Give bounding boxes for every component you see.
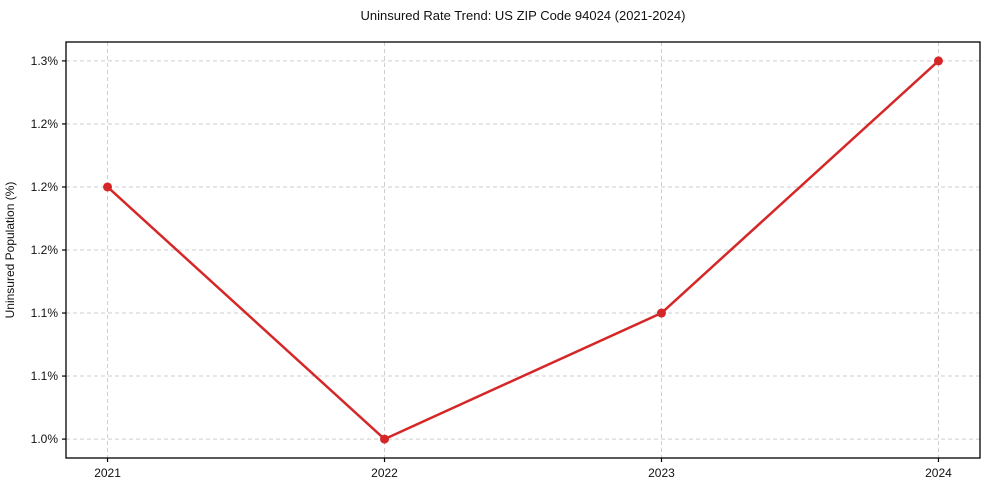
x-tick-label: 2021 [94,466,121,480]
chart-title: Uninsured Rate Trend: US ZIP Code 94024 … [361,8,686,23]
y-tick-label: 1.2% [31,180,59,194]
data-point-marker [103,182,113,192]
plot-area-border [65,41,981,459]
data-point-marker [933,56,943,66]
grid-layer [66,42,980,458]
x-tick-label: 2023 [648,466,675,480]
x-tick-label: 2022 [371,466,398,480]
y-tick-label: 1.0% [31,432,59,446]
trend-line [106,59,940,441]
series-layer [103,56,943,444]
y-tick-label: 1.1% [31,369,59,383]
x-tick-label: 2024 [925,466,952,480]
y-tick-label: 1.2% [31,243,59,257]
y-tick-label: 1.3% [31,54,59,68]
data-point-marker [380,434,390,444]
y-tick-label: 1.2% [31,117,59,131]
tick-marks-layer [62,60,940,462]
y-axis-label: Uninsured Population (%) [3,182,17,319]
data-point-marker [656,308,666,318]
tick-labels-layer: 2021 2022 2023 2024 1.0% 1.1% 1.1% 1.2% 1.2% 1.2%… [31,54,952,480]
y-tick-label: 1.1% [31,306,59,320]
